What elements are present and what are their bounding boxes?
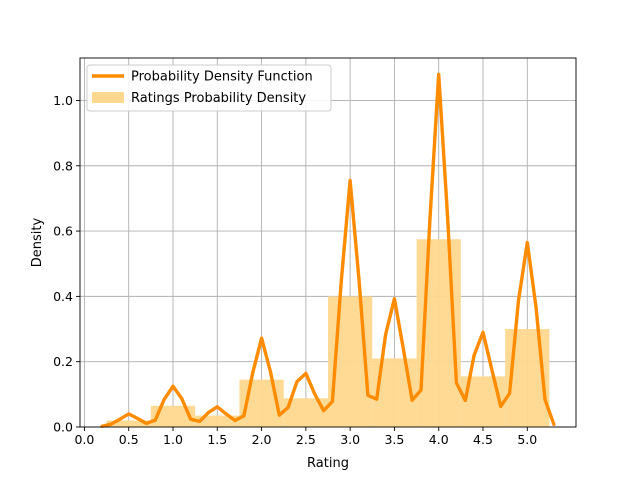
y-tick-label: 0.4 — [53, 289, 73, 304]
x-axis: 0.0 0.5 1.0 1.5 2.0 2.5 3.0 3.5 4.0 4.5 5.0 — [74, 427, 537, 447]
x-axis-label: Rating — [307, 456, 349, 471]
x-tick-label: 2.0 — [252, 432, 272, 447]
y-tick-label: 0.0 — [53, 420, 73, 435]
x-tick-label: 0.0 — [74, 432, 94, 447]
y-tick-label: 0.8 — [53, 158, 73, 173]
x-tick-label: 4.5 — [473, 432, 493, 447]
y-tick-label: 1.0 — [53, 93, 73, 108]
plot-frame — [79, 57, 577, 428]
x-tick-label: 0.5 — [119, 432, 139, 447]
legend-entry-pdf: Probability Density Function — [131, 70, 313, 85]
x-tick-label: 2.5 — [296, 432, 316, 447]
density-curve-layer — [100, 72, 556, 428]
y-tick-label: 0.2 — [53, 354, 73, 369]
y-axis-label: Density — [30, 217, 45, 267]
x-tick-label: 1.5 — [207, 432, 227, 447]
y-tick-label: 0.6 — [53, 224, 73, 239]
x-tick-label: 3.5 — [384, 432, 404, 447]
legend-box — [86, 64, 332, 112]
histogram-bar — [195, 415, 240, 427]
x-tick-label: 5.0 — [517, 432, 537, 447]
legend: Probability Density Function Ratings Pro… — [86, 64, 332, 112]
pdf-curve — [100, 72, 556, 428]
x-tick-label: 1.0 — [163, 432, 183, 447]
y-axis: 0.0 0.2 0.4 0.6 0.8 1.0 — [53, 93, 80, 435]
legend-bar-swatch — [92, 92, 124, 103]
x-tick-label: 4.0 — [429, 432, 449, 447]
histogram-bar — [150, 405, 196, 427]
histogram-bar — [106, 420, 151, 427]
x-tick-label: 3.0 — [340, 432, 360, 447]
legend-entry-histogram: Ratings Probability Density — [131, 91, 306, 106]
